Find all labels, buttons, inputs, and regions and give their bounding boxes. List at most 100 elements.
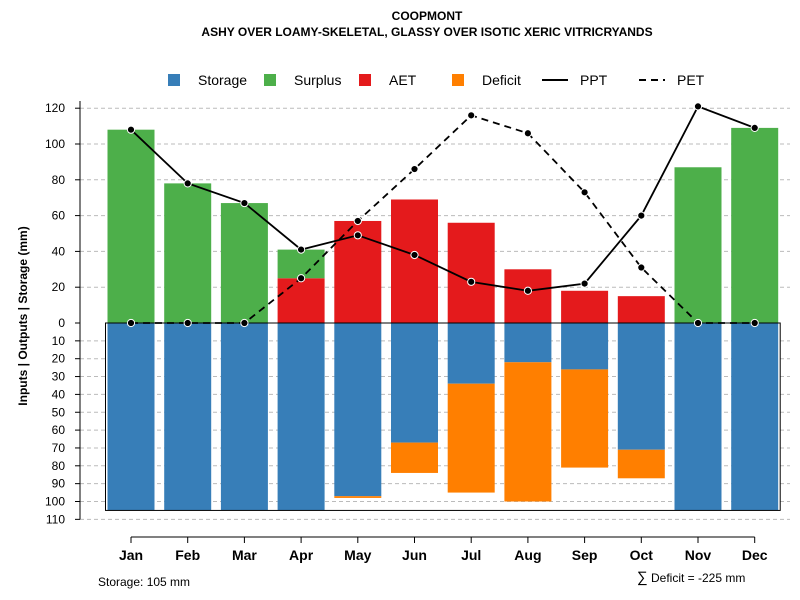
aet-bar xyxy=(391,199,438,323)
storage-bar xyxy=(277,323,325,511)
pet-point xyxy=(410,164,419,174)
y-tick-label: 60 xyxy=(52,423,66,437)
storage-bar xyxy=(731,323,779,511)
ppt-point xyxy=(580,279,589,288)
deficit-bar xyxy=(334,496,382,498)
ppt-point xyxy=(750,123,759,132)
aet-bar xyxy=(561,290,609,323)
ppt-point xyxy=(410,250,419,260)
pet-point xyxy=(523,129,533,138)
deficit-bar xyxy=(504,362,552,502)
gridlines xyxy=(80,107,790,520)
legend-label: Storage xyxy=(198,72,247,88)
bars xyxy=(105,127,781,511)
legend-swatch xyxy=(264,74,276,86)
y-tick-label: 80 xyxy=(52,173,66,187)
pet-point xyxy=(580,188,589,197)
legend-swatch xyxy=(168,74,180,86)
aet-bar xyxy=(277,278,325,323)
legend-label: PET xyxy=(677,72,705,88)
legend-label: PPT xyxy=(580,72,608,88)
x-tick-label: Nov xyxy=(685,547,712,563)
ppt-point xyxy=(126,125,136,134)
surplus-bar xyxy=(164,183,212,323)
storage-bar xyxy=(220,323,268,511)
ppt-point xyxy=(297,245,306,254)
pet-point xyxy=(126,318,136,328)
x-tick-label: Dec xyxy=(742,547,768,563)
y-tick-label: 70 xyxy=(52,441,66,455)
x-tick-label: May xyxy=(344,547,371,563)
pet-point xyxy=(297,274,306,283)
sum-icon: ∑ xyxy=(637,569,648,586)
surplus-bar xyxy=(107,129,155,323)
y-tick-label: 80 xyxy=(52,459,66,473)
ppt-point xyxy=(240,198,249,208)
y-tick-label: 40 xyxy=(52,244,66,258)
y-tick-label: 20 xyxy=(52,280,66,294)
storage-bar xyxy=(164,323,212,511)
ppt-point xyxy=(637,211,646,220)
x-tick-label: Jan xyxy=(119,547,143,563)
storage-bar xyxy=(447,323,495,384)
surplus-bar xyxy=(674,167,722,323)
storage-footer: Storage: 105 mm xyxy=(98,575,190,589)
storage-bar xyxy=(107,323,155,511)
x-tick-label: Jul xyxy=(461,547,481,563)
x-tick-label: Oct xyxy=(630,547,654,563)
aet-bar xyxy=(447,222,495,323)
storage-bar xyxy=(561,323,609,370)
deficit-bar xyxy=(617,449,665,479)
y-axis-label: Inputs | Outputs | Storage (mm) xyxy=(16,226,30,405)
deficit-bar xyxy=(391,442,438,473)
storage-capacity-box xyxy=(105,322,781,511)
chart-subtitle: ASHY OVER LOAMY-SKELETAL, GLASSY OVER IS… xyxy=(201,25,652,39)
y-tick-label: 30 xyxy=(52,370,66,384)
y-tick-label: 120 xyxy=(45,101,65,115)
legend-label: AET xyxy=(389,72,417,88)
y-axis: 0 20 40 60 80 100 120 10 20 30 40 50 60 70 80 90 100 110 xyxy=(45,101,81,526)
y-tick-label: 10 xyxy=(52,334,66,348)
pet-point xyxy=(693,318,703,328)
pet-point xyxy=(353,216,362,226)
y-tick-label: 100 xyxy=(45,137,65,151)
storage-bar xyxy=(617,323,665,450)
storage-bar xyxy=(391,323,438,443)
legend-label: Deficit xyxy=(482,72,521,88)
legend: Storage Surplus AET Deficit PPT PET xyxy=(168,72,705,88)
y-tick-label: 0 xyxy=(58,316,65,330)
ppt-line xyxy=(130,105,756,292)
x-tick-label: Feb xyxy=(175,547,200,563)
legend-label: Surplus xyxy=(294,72,341,88)
surplus-bar xyxy=(277,249,325,279)
pet-point xyxy=(183,318,192,328)
aet-bar xyxy=(504,269,552,323)
y-tick-label: 50 xyxy=(52,405,66,419)
x-axis: Jan Feb Mar Apr May Jun Jul Aug Sep Oct Nov Dec xyxy=(119,536,768,563)
chart-title: COOPMONT xyxy=(392,9,463,23)
storage-bar xyxy=(504,323,552,363)
y-tick-label: 90 xyxy=(52,477,66,491)
legend-swatch xyxy=(359,74,371,86)
y-tick-label: 20 xyxy=(52,352,66,366)
x-tick-label: Apr xyxy=(289,547,314,563)
surplus-bar xyxy=(220,203,268,323)
x-tick-label: Sep xyxy=(572,547,598,563)
pet-point xyxy=(240,318,249,328)
storage-bar xyxy=(334,323,382,497)
ppt-point xyxy=(183,179,192,188)
deficit-bar xyxy=(561,369,609,468)
ppt-point xyxy=(523,286,533,295)
pet-point xyxy=(637,263,646,272)
x-tick-label: Mar xyxy=(232,547,257,563)
legend-swatch xyxy=(452,74,464,86)
surplus-bar xyxy=(731,127,779,323)
pet-point xyxy=(467,111,476,120)
lines xyxy=(126,102,759,328)
y-tick-label: 110 xyxy=(46,512,65,526)
storage-bar xyxy=(674,323,722,511)
y-tick-label: 100 xyxy=(45,495,65,509)
ppt-point xyxy=(693,102,703,111)
aet-bar xyxy=(617,296,665,323)
